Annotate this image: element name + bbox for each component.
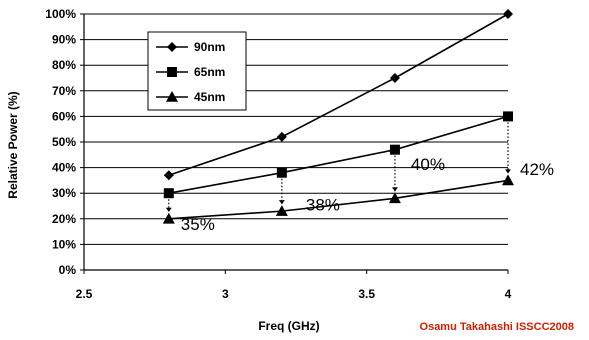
legend-marker-90nm [167,42,177,52]
y-tick-labels: 0% 10% 20% 30% 40% 50% 60% 70% 80% 90% 100% [45,7,76,277]
data-point-90nm [389,73,400,83]
x-axis-title: Freq (GHz) [258,319,319,333]
annotation-label: 35% [181,215,215,234]
data-point-90nm [503,9,513,19]
difference-dotted-lines [165,122,511,212]
percentage-annotations: 35% 38% 40% 42% [181,155,554,234]
y-axis-title: Relative Power (%) [6,91,20,198]
x-tick-label: 2.5 [76,287,93,301]
y-tick-label: 90% [52,33,76,47]
legend-label: 45nm [194,90,225,104]
annotation-label: 38% [306,196,340,215]
grid-lines [80,13,508,271]
annotation-label: 40% [411,155,445,174]
legend-marker-45nm [166,91,178,102]
data-point-90nm [276,131,287,142]
credit-text: Osamu Takahashi ISSCC2008 [420,321,574,333]
data-point-45nm [388,192,401,204]
data-point-65nm [503,111,513,122]
y-tick-label: 80% [52,58,76,72]
y-tick-label: 30% [52,186,76,200]
x-tick-label: 4 [505,287,512,301]
y-tick-label: 20% [52,212,76,226]
legend: 90nm 65nm 45nm [147,31,247,111]
data-point-65nm [163,188,174,199]
annotation-label: 42% [520,160,554,179]
data-series [162,9,514,224]
dropline-arrowhead [505,169,511,174]
series-line-90nm [168,13,509,177]
series-line-65nm [168,115,509,194]
legend-marker-65nm [167,67,177,77]
dropline-arrowhead [278,200,285,205]
y-tick-label: 40% [52,161,76,175]
x-tick-labels: 2.5 3 3.5 4 [76,270,512,301]
x-tick-label: 3.5 [358,287,375,301]
x-tick-label: 3 [222,287,229,301]
legend-label: 65nm [194,65,225,79]
y-tick-label: 60% [52,109,76,123]
data-point-45nm [162,212,175,224]
y-tick-label: 100% [45,7,76,21]
data-point-65nm [389,144,400,155]
y-tick-label: 70% [52,84,76,98]
data-point-90nm [163,170,174,181]
y-tick-label: 50% [52,135,76,149]
data-point-65nm [276,167,287,178]
y-tick-label: 0% [59,263,77,277]
legend-label: 90nm [194,40,225,54]
dropline-arrowhead [391,187,398,192]
y-tick-label: 10% [52,237,76,251]
data-point-45nm [275,205,288,216]
data-point-45nm [502,174,514,186]
dropline-arrowhead [165,207,172,212]
series-line-45nm [168,179,509,220]
